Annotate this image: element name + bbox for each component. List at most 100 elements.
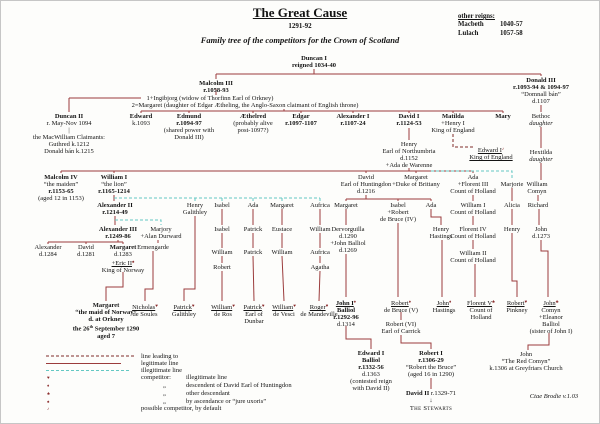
henry-northumbria: Henry Earl of Northumbria d.1152 +Ada de Wa… bbox=[382, 141, 436, 169]
legend-club-desc: other descendant bbox=[186, 390, 230, 397]
henry-galithley: Henry Galithley bbox=[182, 202, 208, 216]
legend-spade-symbol: ♠ bbox=[47, 399, 50, 404]
malcolm-iv: Malcolm IV “the maiden” r.1153-65 (aged 12 … bbox=[38, 174, 84, 202]
margaret-maid-of-norway: Margaret “the maid of Norway” d. at Orkney… bbox=[72, 302, 140, 340]
roger-de-mandeville: Roger♥ de Mandeville bbox=[300, 303, 338, 318]
connector-leg bbox=[527, 333, 550, 350]
reign-name: Macbeth bbox=[458, 21, 484, 28]
margaret-queen-norway: Margaret d.1283 +Eric II♠ King of Norway bbox=[101, 244, 145, 274]
margaret-1: Margaret bbox=[270, 202, 294, 209]
edward-i-balliol: Edward I Balliol r.1332-56 d.1363 (contested… bbox=[350, 350, 392, 392]
david-d1281: David d.1281 bbox=[77, 244, 95, 258]
legend-spade-ditto: „ bbox=[163, 398, 166, 405]
richard-comyn: Richard bbox=[527, 202, 549, 209]
william-4: William bbox=[271, 249, 293, 256]
william-de-vesci: William♥ de Vesci bbox=[272, 303, 296, 318]
alexander-iii: Alexander III r.1249-86 bbox=[99, 226, 137, 240]
isabel-2: Isabel bbox=[214, 226, 230, 233]
william-i-lion: William I “the lion” r.1165-1214 bbox=[98, 174, 130, 195]
ada-florent-iii: Ada +Florent III Count of Holland bbox=[450, 174, 496, 195]
connector-ill bbox=[431, 170, 513, 180]
florent-v: Florent V♣ Count of Holland bbox=[467, 299, 495, 321]
connector-leg bbox=[345, 326, 372, 349]
legend-note-desc: possible competitor, by default bbox=[141, 405, 222, 412]
legend-diamond-desc: descendent of David Earl of Huntingdon bbox=[186, 382, 292, 389]
william-comyn: William Comyn bbox=[526, 181, 548, 195]
patrick-1: Patrick bbox=[243, 226, 263, 233]
legend-diamond-ditto: „ bbox=[163, 382, 166, 389]
connector-leg bbox=[281, 255, 285, 302]
duncan-ii: Duncan II r. May-Nov 1094 | the MacWilliam … bbox=[33, 113, 105, 155]
alexander-d1284: Alexander d.1284 bbox=[34, 244, 62, 258]
david-huntingdon: David Earl of Huntingdon d.1216 bbox=[340, 174, 392, 195]
ada-hastings: Ada bbox=[425, 202, 437, 209]
aufrica-2: Aufrica bbox=[310, 249, 330, 256]
edward-k1093: Edward k.1093 bbox=[129, 113, 153, 127]
robert-ros: Robert bbox=[213, 264, 231, 271]
reign-dates: 1040-57 bbox=[500, 21, 523, 28]
marjorie: Marjorie bbox=[500, 181, 524, 188]
john-red-comyn: John “The Red Comyn” k.1306 at Greyfriars … bbox=[489, 351, 563, 372]
connector-leg bbox=[318, 270, 321, 302]
william-de-ros: William♥ de Ros bbox=[211, 303, 235, 318]
connector-leg bbox=[144, 251, 154, 301]
alexander-ii: Alexander II r.1214-49 bbox=[97, 202, 133, 216]
subtitle: Family tree of the competitors for the C… bbox=[200, 35, 400, 45]
connector-leg bbox=[252, 255, 255, 302]
donald-iii: Donald III r.1093-94 & 1094-97 “Domnall bá… bbox=[513, 77, 569, 105]
henry-2: Henry bbox=[503, 226, 521, 233]
william-2: William bbox=[309, 226, 331, 233]
mary: Mary bbox=[495, 113, 511, 120]
connector-leg bbox=[183, 216, 196, 301]
connector-leg bbox=[105, 272, 124, 301]
connector-ill bbox=[115, 219, 162, 225]
title-years: 1291-92 bbox=[288, 22, 312, 30]
robert-pinkney: Robert♥ Pinkney bbox=[506, 299, 528, 314]
connector-leg bbox=[430, 209, 442, 225]
legend-legitimate-label: legitimate line bbox=[141, 360, 179, 367]
legend-illegitimate-label: illegitimate line bbox=[141, 367, 182, 374]
john-i-balliol: John I♦ Balliol r.1292-96 d.1314 bbox=[333, 299, 359, 328]
connector-lead bbox=[452, 134, 473, 148]
ada-1: Ada bbox=[247, 202, 259, 209]
legend-club-symbol: ♣ bbox=[47, 391, 50, 396]
legend-spade-desc: by ascendance or “jure uxoris” bbox=[186, 398, 267, 405]
aufrica: Aufrica bbox=[310, 202, 330, 209]
john-d1273: John d.1273 bbox=[532, 226, 550, 240]
robert-de-bruce-v: Robert♦ de Bruce (V) bbox=[384, 299, 418, 314]
edgar: Edgar r.1097-1107 bbox=[285, 113, 317, 127]
marriage-margaret: 2=Margaret (daughter of Edgar Ætheling, … bbox=[131, 102, 359, 109]
legend-line-leading-label: line leading to bbox=[141, 353, 179, 360]
william-i-holland: William I Count of Holland bbox=[450, 202, 496, 216]
margaret-huntingdon: Margaret bbox=[334, 202, 358, 209]
henry-hastings: Henry Hastings bbox=[429, 226, 453, 240]
malcolm-iii: Malcolm III r.1058-93 bbox=[199, 80, 233, 94]
other-reigns-heading: other reigns: bbox=[458, 13, 495, 20]
john-comyn: John♣ Comyn +Eleanor Balliol (sister of John… bbox=[529, 299, 573, 335]
bethoc: Bethoc daughter bbox=[529, 113, 553, 127]
david-ii: David II r.1329-71 ↓ bbox=[405, 390, 457, 404]
marriage-ingibjorg: 1+Ingibjorg (widow of Thorfinn Earl of O… bbox=[146, 95, 274, 102]
margaret-brittany: Margaret +Duke of Brittany bbox=[392, 174, 440, 188]
aethelred: Æthelred (probably alive post-1097?) bbox=[233, 113, 273, 134]
connector-leg bbox=[400, 335, 432, 349]
patrick-2: Patrick bbox=[243, 249, 263, 256]
legend-note-symbol: ♪ bbox=[47, 406, 50, 411]
patrick-galithley: Patrick♥ Galithley bbox=[171, 303, 197, 318]
hextilda: Hextilda daughter bbox=[529, 149, 553, 163]
nicholas-de-soules: Nicholas♥ de Soules bbox=[132, 303, 158, 318]
eustace: Eustace bbox=[271, 226, 293, 233]
legend-heart-symbol: ♥ bbox=[47, 375, 50, 380]
credit: Ctae Brodie v.1.03 bbox=[529, 393, 579, 400]
edmund: Edmund r.1094-97 (shared power with Donald … bbox=[163, 113, 215, 141]
isabel-1: Isabel bbox=[214, 202, 230, 209]
dervorguilla: Dervorguilla d.1290 +John Balliol d.1269 bbox=[330, 226, 366, 254]
legend-club-ditto: „ bbox=[163, 390, 166, 397]
robert-vi-carrick: Robert (VI) Earl of Carrick bbox=[381, 321, 421, 335]
legend-competitor-label: competitor: bbox=[141, 374, 171, 381]
alicia: Alicia bbox=[504, 202, 520, 209]
